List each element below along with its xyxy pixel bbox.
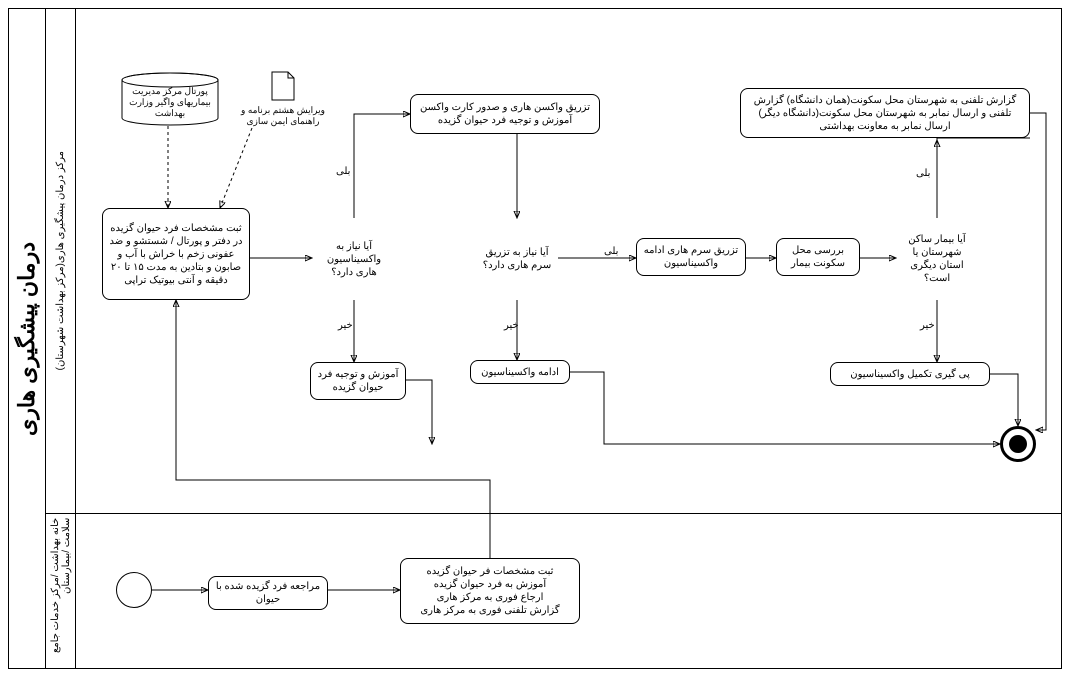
flowchart-canvas: درمان پیشگیری هاری مرکز درمان پیشگیری ها…: [0, 0, 1070, 677]
swimlane-divider: [46, 513, 1062, 514]
diagram-title: درمان پیشگیری هاری: [14, 242, 40, 436]
node-b6: بررسی محل سکونت بیمار: [776, 238, 860, 276]
swimlane-bottom: خانه بهداشت /مرکز خدمات جامع سلامت /بیما…: [46, 513, 75, 669]
datastore-cylinder-text: پورتال مرکز مدیریت بیماریهای واگیر وزارت…: [124, 86, 216, 118]
node-s2: مراجعه فرد گزیده شده با حیوان: [208, 576, 328, 610]
decision-d2: آیا نیاز به تزریق سرم هاری دارد؟: [478, 220, 556, 298]
end-node: [1000, 426, 1036, 462]
node-b5: تزریق سرم هاری ادامه واکسیناسیون: [636, 238, 746, 276]
label-d1-yes: بلی: [334, 166, 352, 177]
node-s3: ثبت مشخصات فر حیوان گزیده آموزش به فرد ح…: [400, 558, 580, 624]
decision-d3: آیا بیمار ساکن شهرستان یا استان دیگری اس…: [898, 220, 976, 298]
node-b4: ادامه واکسیناسیون: [470, 360, 570, 384]
node-b7: گزارش تلفنی به شهرستان محل سکونت(همان دا…: [740, 88, 1030, 138]
start-node: [116, 572, 152, 608]
label-d3-no: خیر: [918, 320, 937, 331]
label-d2-yes: بلی: [602, 246, 620, 257]
label-d1-no: خیر: [336, 320, 355, 331]
title-column: درمان پیشگیری هاری: [8, 8, 46, 669]
node-b8: پی گیری تکمیل واکسیناسیون: [830, 362, 990, 386]
node-b1: ثبت مشخصات فرد حیوان گزیده در دفتر و پور…: [102, 208, 250, 300]
node-b3: آموزش و توجیه فرد حیوان گزیده: [310, 362, 406, 400]
datastore-cylinder: پورتال مرکز مدیریت بیماریهای واگیر وزارت…: [120, 72, 220, 129]
swimlane-bottom-label: خانه بهداشت /مرکز خدمات جامع سلامت /بیما…: [50, 518, 72, 664]
label-d3-yes: بلی: [914, 168, 932, 179]
datastore-document-text: ویرایش هشتم برنامه و راهنمای ایمن سازی: [238, 105, 328, 127]
swimlane-top-label: مرکز درمان پیشگیری هاری(مرکز بهداشت شهرس…: [55, 151, 66, 370]
datastore-document: ویرایش هشتم برنامه و راهنمای ایمن سازی: [238, 70, 328, 127]
swimlane-labels-column: مرکز درمان پیشگیری هاری(مرکز بهداشت شهرس…: [46, 8, 76, 669]
decision-d1: آیا نیاز به واکسیناسیون هاری دارد؟: [315, 220, 393, 298]
node-b2: تزریق واکسن هاری و صدور کارت واکسن آموزش…: [410, 94, 600, 134]
label-d2-no: خیر: [502, 320, 521, 331]
swimlane-top: مرکز درمان پیشگیری هاری(مرکز بهداشت شهرس…: [46, 8, 75, 513]
